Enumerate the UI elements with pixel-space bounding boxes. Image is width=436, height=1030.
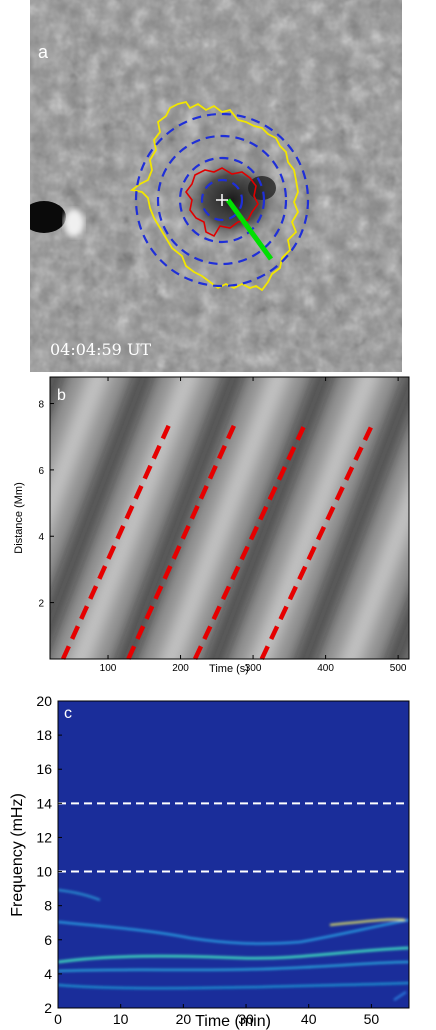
panel-c-label: c bbox=[64, 705, 72, 722]
ridge-hot-spot bbox=[329, 918, 406, 926]
panel-b-xlabel: Time (s) bbox=[209, 663, 249, 675]
panel-c-ylabel: Frequency (mHz) bbox=[9, 793, 26, 917]
y-tick-label: 16 bbox=[36, 761, 52, 777]
panel-c-background bbox=[58, 701, 409, 1008]
ridge-4mhz bbox=[58, 946, 409, 964]
ridge-top-right bbox=[393, 991, 407, 1001]
dashed-circles bbox=[134, 112, 310, 288]
y-tick-label: 20 bbox=[36, 693, 52, 709]
panel-a bbox=[30, 0, 402, 372]
y-tick-label: 8 bbox=[44, 898, 52, 914]
y-tick-label: 12 bbox=[36, 829, 52, 845]
y-tick-label: 6 bbox=[44, 932, 52, 948]
spectral-ridges bbox=[58, 889, 409, 1001]
y-tick-label: 14 bbox=[36, 795, 52, 811]
dashed-circle-1 bbox=[200, 178, 244, 222]
center-cross bbox=[216, 194, 228, 206]
panel-b-marks: 100 200 300 400 500 2 4 6 8 bbox=[38, 377, 407, 674]
green-slit bbox=[225, 198, 274, 261]
y-tick-label: 6 bbox=[38, 466, 44, 477]
x-tick-label: 20 bbox=[176, 1011, 192, 1027]
x-tick-label: 100 bbox=[100, 663, 117, 674]
dashed-circle-4 bbox=[134, 112, 310, 288]
y-tick-label: 18 bbox=[36, 727, 52, 743]
panel-b: 100 200 300 400 500 2 4 6 8 b Time (s) Distance … bbox=[13, 360, 436, 700]
wave-stripe bbox=[116, 377, 244, 659]
wave-stripe bbox=[71, 377, 199, 659]
y-tick-label: 10 bbox=[36, 864, 52, 880]
x-tick-label: 40 bbox=[301, 1011, 317, 1027]
y-tick-label: 2 bbox=[38, 599, 44, 610]
x-tick-label: 30 bbox=[238, 1011, 254, 1027]
x-tick-label: 300 bbox=[245, 663, 262, 674]
panel-c: 0 10 20 30 40 50 2 4 6 8 10 12 14 16 18 20 c Time (min)… bbox=[9, 693, 410, 1030]
x-tick-label: 10 bbox=[113, 1011, 129, 1027]
panel-c-frame bbox=[57, 700, 410, 1009]
x-tick-label: 400 bbox=[317, 663, 334, 674]
ridge-7mhz bbox=[58, 889, 101, 901]
panel-b-frame bbox=[49, 376, 410, 660]
y-tick-label: 8 bbox=[38, 400, 44, 411]
wave-stripe bbox=[425, 360, 436, 700]
wave-stripe bbox=[251, 377, 379, 659]
y-tick-label: 2 bbox=[44, 1000, 52, 1016]
y-tick-label: 4 bbox=[38, 532, 44, 543]
panel-b-label: b bbox=[57, 387, 66, 404]
dashed-circle-2 bbox=[178, 156, 266, 244]
bright-patch bbox=[64, 209, 84, 237]
wave-stripe bbox=[206, 377, 334, 659]
panel-c-xlabel: Time (min) bbox=[195, 1013, 271, 1030]
wave-stripe bbox=[386, 598, 409, 659]
sunspot-umbra bbox=[184, 158, 280, 242]
wave-stripe bbox=[50, 377, 109, 530]
x-tick-label: 200 bbox=[172, 663, 189, 674]
panel-b-ylabel: Distance (Mm) bbox=[13, 482, 25, 554]
wave-stripes bbox=[50, 360, 436, 700]
yellow-contour bbox=[129, 100, 300, 292]
panel-a-label: a bbox=[38, 42, 49, 62]
x-tick-label: 50 bbox=[364, 1011, 380, 1027]
x-tick-label: 0 bbox=[54, 1011, 62, 1027]
pore-dark bbox=[30, 201, 66, 233]
ridge-2-5mhz bbox=[58, 982, 409, 990]
dashed-circle-3 bbox=[156, 134, 288, 266]
wave-stripe bbox=[161, 377, 289, 659]
panel-c-marks: 0 10 20 30 40 50 2 4 6 8 10 12 14 16 18 20 bbox=[36, 693, 409, 1027]
timestamp: 04:04:59 UT bbox=[50, 340, 151, 359]
ridge-3-5mhz bbox=[58, 961, 409, 972]
y-tick-label: 4 bbox=[44, 966, 52, 982]
x-tick-label: 500 bbox=[390, 663, 407, 674]
wave-stripe bbox=[341, 481, 409, 659]
ridge-5mhz bbox=[58, 919, 409, 945]
wave-stripe bbox=[296, 377, 409, 659]
wave-stripe bbox=[50, 377, 154, 647]
